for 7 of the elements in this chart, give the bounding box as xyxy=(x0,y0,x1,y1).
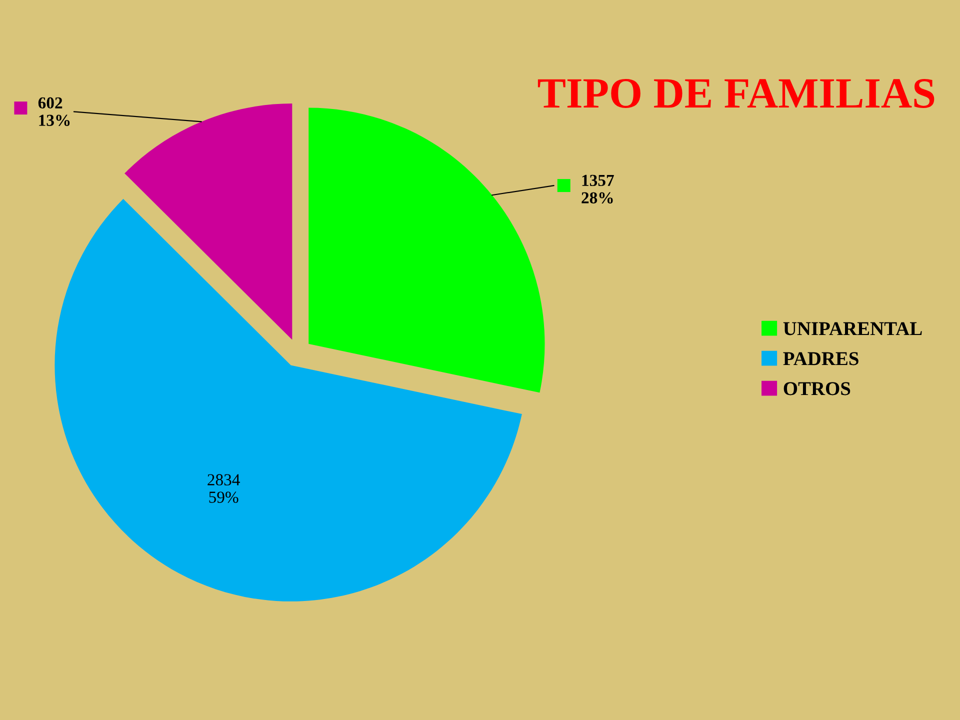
data-label: 2834 59% xyxy=(208,474,240,503)
chart-title: TIPO DE FAMILIAS xyxy=(538,79,934,108)
data-label: 1357 28% xyxy=(582,174,614,204)
legend-label: OTROS xyxy=(784,382,850,396)
legend-label: UNIPARENTAL xyxy=(783,322,922,336)
data-label: 602 13% xyxy=(38,97,70,126)
legend-label: PADRES xyxy=(783,352,858,366)
